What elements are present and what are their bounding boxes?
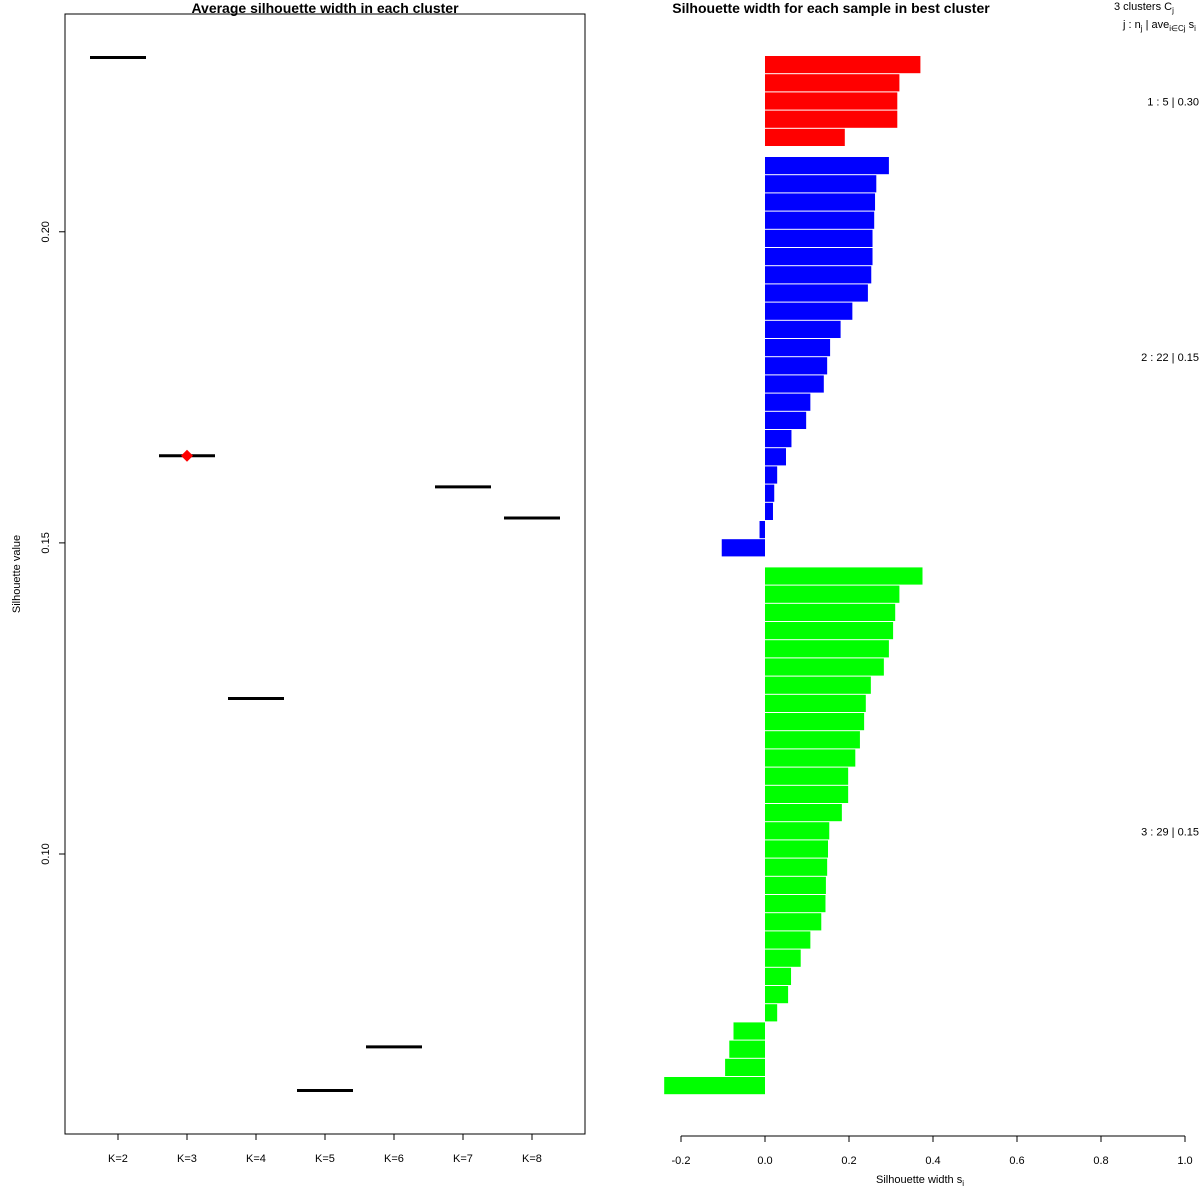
- silhouette-bar: [765, 640, 889, 658]
- silhouette-bar: [765, 895, 826, 913]
- silhouette-bar: [765, 302, 853, 320]
- silhouette-bar: [765, 74, 900, 92]
- silhouette-bar: [765, 622, 894, 640]
- right-x-axis: -0.2 0.0 0.2 0.4 0.6 0.8 1.0: [672, 1135, 1193, 1167]
- left-marks: [90, 56, 560, 1092]
- right-x-tick-label: 1.0: [1177, 1155, 1192, 1167]
- silhouette-bar: [765, 749, 856, 767]
- silhouette-bar: [765, 949, 801, 967]
- left-x-tick-label: K=7: [453, 1153, 473, 1165]
- silhouette-bar: [765, 484, 775, 502]
- silhouette-bar: [765, 858, 828, 876]
- silhouette-bar: [765, 658, 884, 676]
- silhouette-bar: [664, 1077, 765, 1095]
- silhouette-bar: [765, 393, 811, 411]
- silhouette-bar: [765, 375, 824, 393]
- silhouette-bar: [733, 1022, 765, 1040]
- silhouette-bar: [765, 967, 792, 985]
- left-chart-title: Average silhouette width in each cluster: [191, 0, 459, 16]
- left-y-axis: 0.10 0.15 0.20: [40, 221, 65, 865]
- legend-header-line1: 3 clusters Cj: [1114, 1, 1174, 15]
- left-y-tick-label: 0.20: [40, 221, 52, 242]
- right-x-tick-label: 0.2: [841, 1155, 856, 1167]
- silhouette-bar: [765, 804, 842, 822]
- right-x-axis-label: Silhouette width si: [876, 1174, 964, 1188]
- cluster-legend-entry: 3 : 29 | 0.15: [1141, 826, 1199, 838]
- silhouette-bar: [765, 466, 778, 484]
- right-x-tick-label: -0.2: [672, 1155, 691, 1167]
- silhouette-bar: [725, 1058, 765, 1076]
- silhouette-bar: [765, 1004, 778, 1022]
- legend-header-line2: j : nj | avei∈Cj si: [1122, 19, 1196, 33]
- silhouette-bar: [765, 694, 866, 712]
- silhouette-bar: [765, 731, 860, 749]
- silhouette-bar: [765, 767, 849, 785]
- silhouette-bar: [765, 502, 773, 520]
- left-x-axis: K=2 K=3 K=4 K=5 K=6 K=7 K=8: [108, 1134, 542, 1165]
- silhouette-bar: [765, 229, 873, 247]
- silhouette-bar: [765, 157, 889, 175]
- left-panel: Average silhouette width in each cluster…: [11, 0, 586, 1165]
- silhouette-bar: [765, 913, 822, 931]
- silhouette-bar: [765, 567, 923, 585]
- silhouette-bar: [765, 175, 877, 193]
- silhouette-bar: [729, 1040, 765, 1058]
- silhouette-bar: [721, 539, 765, 557]
- silhouette-bar: [759, 521, 765, 539]
- left-plot-frame: [64, 13, 586, 1135]
- silhouette-bar: [765, 128, 845, 146]
- silhouette-bar: [765, 448, 786, 466]
- silhouette-bar: [765, 430, 792, 448]
- right-x-tick-label: 0.6: [1009, 1155, 1024, 1167]
- left-y-axis-label: Silhouette value: [11, 535, 23, 613]
- left-x-tick-label: K=2: [108, 1153, 128, 1165]
- right-panel: Silhouette width for each sample in best…: [664, 0, 1199, 1188]
- best-k-marker: [181, 449, 193, 462]
- left-x-tick-label: K=4: [246, 1153, 266, 1165]
- right-bars: [664, 56, 923, 1095]
- right-chart-title: Silhouette width for each sample in best…: [672, 0, 990, 16]
- silhouette-bar: [765, 193, 876, 211]
- cluster-legend-entry: 1 : 5 | 0.30: [1147, 97, 1199, 109]
- silhouette-bar: [765, 822, 830, 840]
- cluster-legend-entry: 2 : 22 | 0.15: [1141, 352, 1199, 364]
- silhouette-bar: [765, 986, 789, 1004]
- right-x-tick-label: 0.0: [757, 1155, 772, 1167]
- silhouette-bar: [765, 876, 826, 894]
- left-y-tick-label: 0.10: [40, 843, 52, 864]
- silhouette-bar: [765, 357, 828, 375]
- left-x-tick-label: K=3: [177, 1153, 197, 1165]
- silhouette-bar: [765, 411, 807, 429]
- right-x-tick-label: 0.8: [1093, 1155, 1108, 1167]
- right-x-tick-label: 0.4: [925, 1155, 940, 1167]
- silhouette-bar: [765, 320, 841, 338]
- left-y-tick-label: 0.15: [40, 532, 52, 553]
- silhouette-bar: [765, 713, 865, 731]
- silhouette-bar: [765, 603, 896, 621]
- silhouette-bar: [765, 840, 828, 858]
- silhouette-bar: [765, 248, 873, 266]
- silhouette-bar: [765, 785, 849, 803]
- silhouette-bar: [765, 339, 831, 357]
- silhouette-bar: [765, 92, 898, 110]
- left-x-tick-label: K=6: [384, 1153, 404, 1165]
- silhouette-bar: [765, 56, 921, 74]
- right-legend: 1 : 5 | 0.30 2 : 22 | 0.15 3 : 29 | 0.15: [1141, 97, 1199, 839]
- silhouette-bar: [765, 110, 898, 128]
- left-x-tick-label: K=8: [522, 1153, 542, 1165]
- silhouette-bar: [765, 266, 872, 284]
- silhouette-bar: [765, 676, 871, 694]
- silhouette-bar: [765, 585, 900, 603]
- left-x-tick-label: K=5: [315, 1153, 335, 1165]
- silhouette-bar: [765, 931, 811, 949]
- silhouette-bar: [765, 211, 875, 229]
- silhouette-bar: [765, 284, 868, 302]
